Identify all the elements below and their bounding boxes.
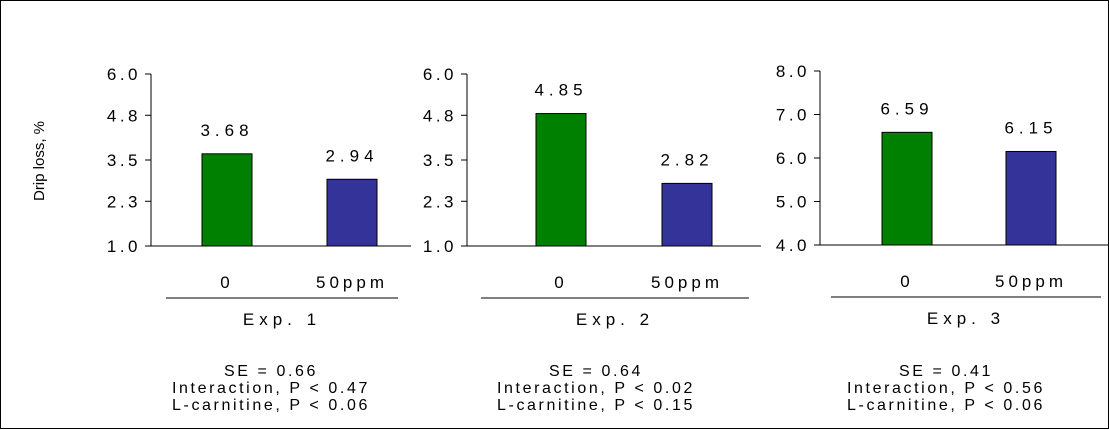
exp3-label: Exp. 3 [927,309,1005,328]
exp2-y-tick-label: 4.8 [423,106,457,125]
exp3-y-tick-label: 7.0 [776,106,810,125]
exp1-value-label: 3.68 [200,121,253,140]
exp1-bar-50ppm [326,178,378,247]
exp1-stat-line: SE = 0.66 [224,363,318,380]
exp2-category-label: 50ppm [651,273,723,292]
exp2-y-tick-label: 3.5 [423,151,457,170]
exp3-bar-control [881,131,933,246]
exp2-stat-line: L-carnitine, P < 0.15 [497,397,695,414]
exp3-bar-50ppm [1005,150,1057,246]
y-axis-title: Drip loss, % [31,121,48,201]
exp1-y-tick-label: 6.0 [107,65,141,84]
exp2-y-tick-label: 6.0 [423,65,457,84]
exp1-y-tick-label: 2.3 [107,192,141,211]
exp3-value-label: 6.59 [880,99,933,118]
exp2-stat-line: SE = 0.64 [549,363,643,380]
exp1-y-tick-label: 3.5 [107,151,141,170]
exp1-y-tick-label: 4.8 [107,106,141,125]
exp2-value-label: 4.85 [534,81,587,100]
exp3-y-tick-label: 4.0 [776,236,810,255]
exp3-y-tick-label: 8.0 [776,62,810,81]
exp3-category-label: 50ppm [995,272,1067,291]
exp2-y-tick-label: 1.0 [423,237,457,256]
exp3-stat-line: SE = 0.41 [899,363,993,380]
exp1-category-label: 50ppm [316,273,388,292]
exp2-y-tick-label: 2.3 [423,192,457,211]
exp3-category-label: 0 [900,272,913,291]
exp2-stat-line: Interaction, P < 0.02 [497,380,695,397]
exp3-y-tick-label: 6.0 [776,149,810,168]
exp2-category-label: 0 [554,273,567,292]
exp3-stat-line: Interaction, P < 0.56 [847,380,1045,397]
exp2-bar-50ppm [661,182,713,247]
exp1-stat-line: Interaction, P < 0.47 [172,380,370,397]
exp1-value-label: 2.94 [325,146,378,165]
exp1-stat-line: L-carnitine, P < 0.06 [172,397,370,414]
exp3-y-tick-label: 5.0 [776,193,810,212]
exp1-label: Exp. 1 [243,310,321,329]
exp3-stat-line: L-carnitine, P < 0.06 [847,397,1045,414]
exp3-value-label: 6.15 [1004,118,1057,137]
exp1-category-label: 0 [220,273,233,292]
exp1-bar-control [201,153,253,247]
exp2-bar-control [535,113,587,247]
exp1-y-tick-label: 1.0 [107,237,141,256]
exp2-value-label: 2.82 [660,150,713,169]
exp2-label: Exp. 2 [576,310,654,329]
